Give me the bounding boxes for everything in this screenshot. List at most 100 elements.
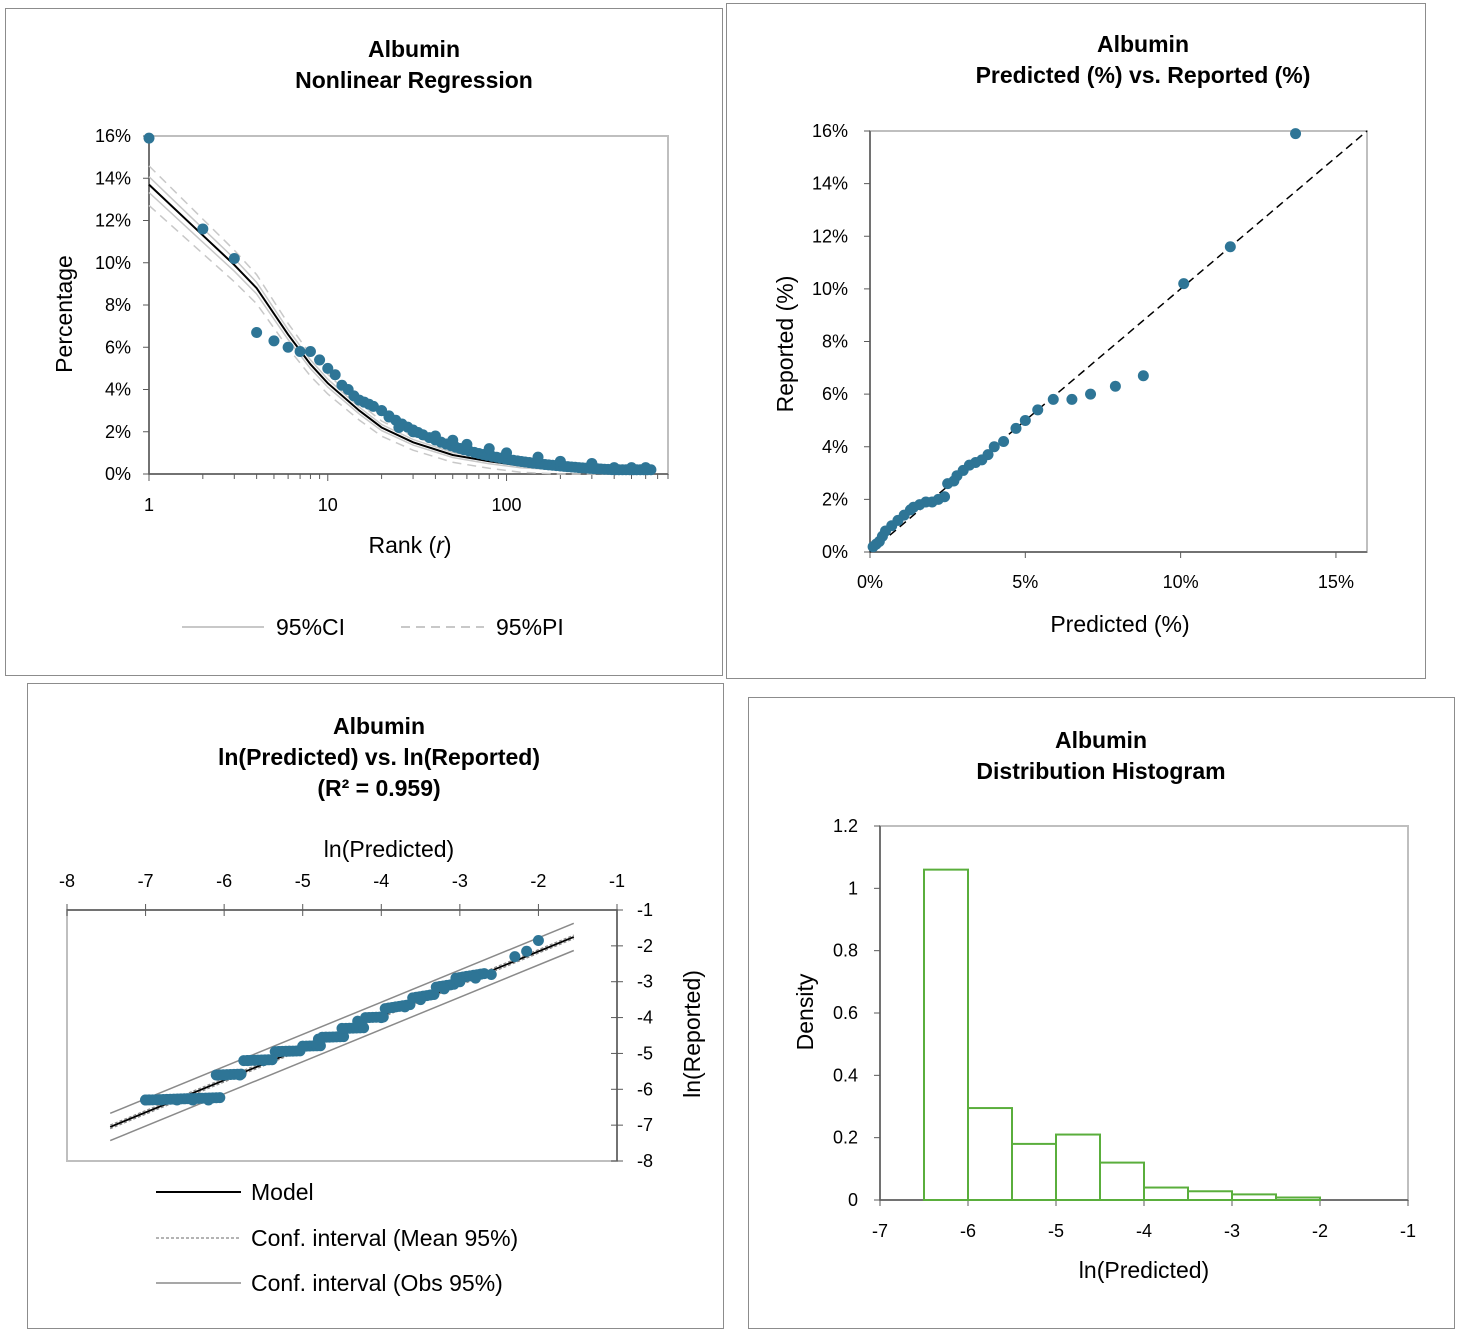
data-point	[438, 983, 450, 995]
data-point	[140, 1094, 152, 1106]
y-tick-label: 10%	[812, 279, 848, 299]
y-tick-label: 0.4	[833, 1065, 858, 1085]
chart-distribution-histogram: Albumin Distribution Histogram 0 0.2 0.4 0.…	[792, 727, 1416, 1283]
data-point	[322, 362, 334, 374]
x-tick-label: -7	[138, 871, 154, 891]
data-point	[608, 462, 620, 474]
pi-lower-line	[148, 204, 652, 475]
y-tick-label: 12%	[95, 211, 131, 231]
data-point	[294, 345, 306, 357]
data-point	[367, 400, 379, 412]
x-tick-label: -3	[452, 871, 468, 891]
y-tick-label: -2	[637, 936, 653, 956]
x-tick-label: 5%	[1012, 572, 1038, 592]
histogram-bar	[967, 1107, 1013, 1201]
legend-obs-ci-label: Conf. interval (Obs 95%)	[251, 1270, 503, 1296]
y-tick-label: 1	[848, 878, 858, 898]
y-tick-label: 6%	[822, 384, 848, 404]
x-tick-label: -4	[373, 871, 389, 891]
chart3-x-axis-label: ln(Predicted)	[324, 836, 454, 862]
obs-ci-lower-line	[109, 949, 575, 1142]
y-tick-label: 8%	[105, 295, 131, 315]
data-point	[501, 447, 513, 459]
data-point	[988, 441, 1000, 453]
data-point	[1010, 422, 1022, 434]
y-tick-label: 0%	[105, 464, 131, 484]
data-point	[202, 1094, 214, 1106]
histogram-bar	[1187, 1190, 1233, 1202]
data-point	[297, 1040, 309, 1052]
data-point	[171, 1094, 183, 1106]
data-point	[218, 1069, 230, 1081]
chart1-title: Albumin	[368, 36, 460, 62]
legend-mean-ci-label: Conf. interval (Mean 95%)	[251, 1225, 518, 1251]
data-point	[483, 443, 495, 455]
data-point	[429, 430, 441, 442]
data-point	[1066, 393, 1078, 405]
x-tick-label: 10%	[1163, 572, 1199, 592]
legend-ci-label: 95%CI	[276, 614, 345, 640]
x-tick-label: 0%	[857, 572, 883, 592]
x-tick-label: 1	[144, 495, 154, 515]
data-point	[375, 1012, 387, 1024]
histogram-bar	[1099, 1161, 1145, 1202]
y-tick-label: -4	[637, 1008, 653, 1028]
data-point	[867, 541, 879, 553]
chart1-x-axis-label: Rank (r)	[368, 532, 451, 558]
data-point	[1178, 278, 1190, 290]
data-point	[1085, 388, 1097, 400]
legend-model-label: Model	[251, 1179, 314, 1205]
data-point	[197, 223, 209, 235]
data-point	[282, 341, 294, 353]
chart-panel-log-predicted-vs-reported: Albumin ln(Predicted) vs. ln(Reported) (…	[27, 683, 724, 1329]
x-tick-label: -1	[1400, 1221, 1416, 1241]
data-point	[415, 994, 427, 1006]
chart4-x-axis-label: ln(Predicted)	[1079, 1257, 1209, 1283]
x-tick-label: -2	[1312, 1221, 1328, 1241]
histogram-bar	[1055, 1133, 1101, 1201]
x-tick-label: 100	[492, 495, 522, 515]
data-point	[470, 972, 482, 984]
data-point	[143, 132, 155, 144]
data-point	[338, 1031, 350, 1043]
data-point	[1137, 370, 1149, 382]
y-tick-label: -7	[637, 1115, 653, 1135]
data-point	[155, 1094, 167, 1106]
data-point	[268, 335, 280, 347]
data-point	[586, 457, 598, 469]
y-tick-label: 10%	[95, 253, 131, 273]
chart-log-predicted-vs-reported: Albumin ln(Predicted) vs. ln(Reported) (…	[59, 713, 705, 1296]
data-point	[532, 451, 544, 463]
data-point	[228, 253, 240, 265]
plot-frame	[879, 825, 1409, 1201]
data-point	[942, 478, 954, 490]
y-tick-label: 0.8	[833, 941, 858, 961]
y-tick-label: -3	[637, 972, 653, 992]
y-tick-label: 1.2	[833, 816, 858, 836]
x-tick-label: -1	[609, 871, 625, 891]
data-point	[187, 1094, 199, 1106]
data-point	[1047, 393, 1059, 405]
x-tick-label: 10	[318, 495, 338, 515]
data-point	[234, 1069, 246, 1081]
data-point	[399, 1001, 411, 1013]
chart2-subtitle: Predicted (%) vs. Reported (%)	[976, 62, 1311, 88]
data-point	[1032, 404, 1044, 416]
data-point	[485, 969, 497, 981]
y-tick-label: 4%	[105, 380, 131, 400]
y-tick-label: 12%	[812, 226, 848, 246]
chart3-r-squared: (R² = 0.959)	[317, 775, 440, 801]
data-point	[393, 422, 405, 434]
data-point	[273, 1046, 285, 1058]
data-point	[257, 1055, 269, 1067]
chart-nonlinear-regression: Albumin Nonlinear Regression 0% 2% 4% 6% 8% 1…	[51, 36, 669, 640]
y-tick-label: 2%	[105, 422, 131, 442]
y-tick-label: 0.6	[833, 1003, 858, 1023]
x-tick-label: 15%	[1318, 572, 1354, 592]
data-point	[242, 1055, 254, 1067]
data-point	[1019, 414, 1031, 426]
data-point	[312, 1033, 324, 1045]
data-point	[407, 426, 419, 438]
chart4-y-axis-label: Density	[792, 973, 818, 1050]
data-point	[352, 1015, 364, 1027]
